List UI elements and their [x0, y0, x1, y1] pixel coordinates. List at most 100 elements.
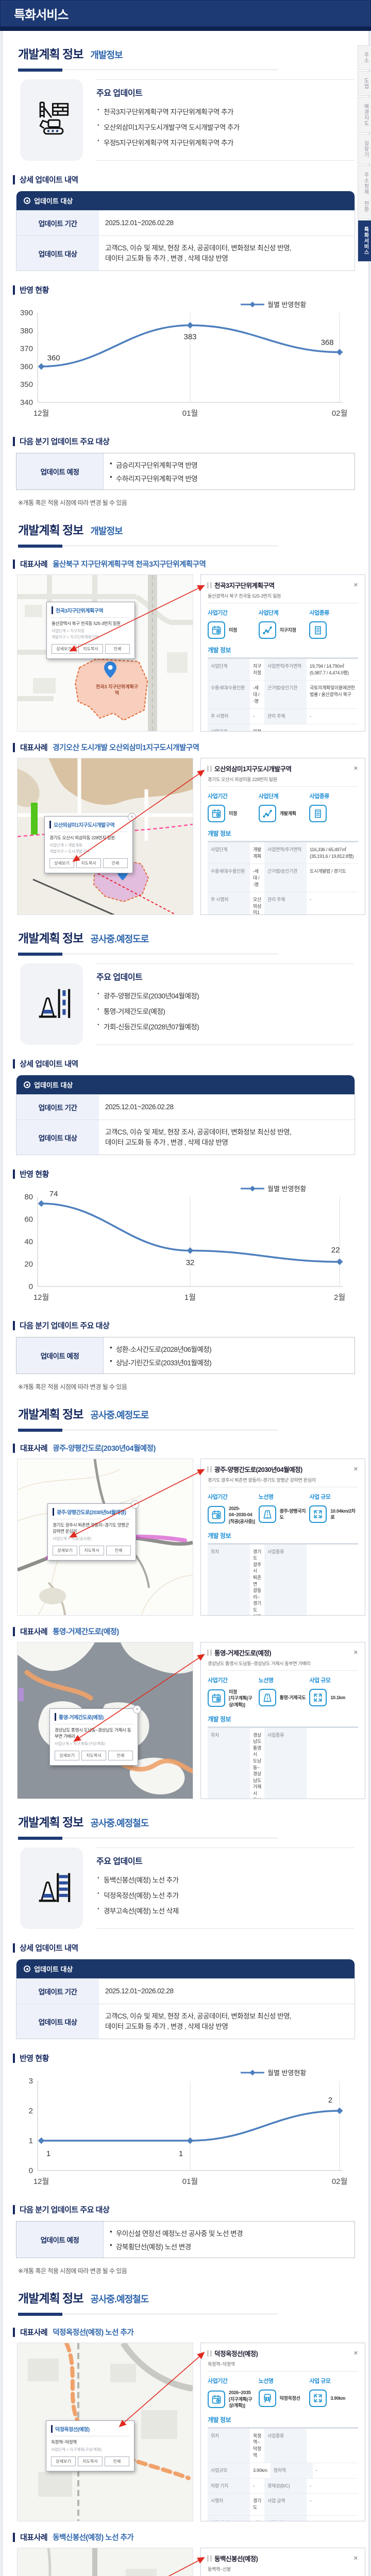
svg-text:1: 1: [179, 2149, 183, 2158]
table-row: 차량 기지 - 경제성(B/C) -: [208, 2478, 358, 2494]
detail-view-button[interactable]: 상세보기: [51, 2456, 76, 2467]
svg-text:22: 22: [331, 1246, 340, 1255]
print-button[interactable]: 인쇄: [105, 2456, 129, 2467]
list-item: 사업단계 > 지구지정: [52, 629, 85, 634]
svg-text:1: 1: [46, 2149, 50, 2158]
map-copy-button[interactable]: 지도복사: [79, 1546, 104, 1556]
detail-panel: 천곡3지구단위계획구역 ✕ 울산광역시 북구 천곡동 525-3번지 일원 사업…: [200, 574, 365, 732]
svg-text:370: 370: [20, 345, 33, 353]
map-popup: × 통영-거제간도로(예정) 경상남도 통영시 도남동~경상남도 거제시 동부면…: [49, 1705, 141, 1766]
svg-text:74: 74: [49, 1190, 58, 1198]
list-item: 강북횡단선(예정) 노선 변경: [110, 2240, 348, 2253]
next-quarter-heading: 다음 분기 업데이트 주요 대상: [13, 436, 368, 447]
close-icon[interactable]: ✕: [353, 2350, 358, 2357]
table-row: 사업단계 지구지정 사업면적/주거면적 19,794 / 14,790㎡ (5,987…: [208, 659, 358, 681]
list-item: 가회-신등간도로(2028년07월예정): [96, 1019, 354, 1034]
info-kind: 사업종류: [309, 608, 358, 639]
map-popup: 천곡3지구단위계획구역 울산광역시 북구 천곡동 525-3번지 일원 사업단계…: [46, 602, 135, 659]
close-icon[interactable]: ✕: [353, 2555, 358, 2562]
list-item: 사업단계 > 착공(공사중): [53, 1536, 92, 1541]
case-section-rail: 개발계획 정보 공사중.예정철도 대표사례 덕정옥정선(예정) 노선 추가: [3, 2275, 368, 2576]
case-section-dev: 개발계획 정보 개발정보 대표사례 울산북구 지구단위계획구역 천곡3지구단위계획…: [3, 507, 368, 916]
svg-text:380: 380: [20, 327, 33, 335]
tab-background-map[interactable]: 배경지도: [358, 97, 371, 133]
map-copy-button[interactable]: 지도복사: [81, 1751, 106, 1761]
map-canvas[interactable]: × 통영-거제간도로(예정) 경상남도 통영시 도남동~경상남도 거제시 동부면…: [17, 1642, 193, 1800]
table-row: 수용세대/수용인원 -세대 / -명 근거법/승인기관 국토의계획및이용에관한법률 /…: [208, 681, 358, 709]
table-row: 업데이트 대상 고객CS, 이슈 및 제보, 현장 조사, 공공데이터, 변화정보…: [16, 235, 355, 271]
detail-view-button[interactable]: 상세보기: [52, 644, 76, 654]
map-canvas[interactable]: 덕정옥정선(예정) 옥정역~덕정역 사업단계 > 지구계획(구상/계획) 상세보…: [17, 2343, 193, 2522]
close-icon[interactable]: ×: [128, 813, 136, 822]
case-title: 대표사례 울산북구 지구단위계획구역 천곡3지구단위계획구역: [13, 558, 368, 569]
tab-map-sheet[interactable]: 도엽: [358, 71, 371, 96]
map-canvas[interactable]: × 오산외삼미1지구도시개발구역 경기도 오산시 외삼미동 228번지 일원 사…: [17, 758, 193, 916]
status-heading: 반영 현황: [13, 284, 368, 295]
detail-update-heading: 상세 업데이트 내역: [13, 174, 368, 185]
svg-text:360: 360: [47, 354, 60, 363]
svg-text:01월: 01월: [182, 2177, 198, 2186]
header-strip: [0, 27, 371, 31]
tab-directions[interactable]: 길찾기: [358, 134, 371, 164]
tab-address[interactable]: 주소: [358, 45, 371, 70]
list-item: 사업단계 > 지구계획(구상/계획): [55, 1741, 106, 1747]
svg-text:월별 반영현황: 월별 반영현황: [267, 2069, 306, 2077]
detail-panel: 동백신봉선(예정) ✕ 동백역~신봉 사업기간 2026~2035[지구계획(구…: [200, 2548, 365, 2576]
scale-icon: [309, 1689, 327, 1707]
page-title: 개발계획 정보 개발정보: [18, 523, 123, 537]
case-block: × 동백신봉선(예정) 동백역~신봉 사업단계 > 지구계획(구상/계획) 상세…: [3, 2548, 368, 2576]
zone-map-label: 천곡3 지구단위계획구역: [95, 684, 139, 696]
map-copy-button[interactable]: 지도복사: [78, 2456, 103, 2467]
svg-text:0: 0: [29, 1282, 33, 1291]
detail-view-button[interactable]: 상세보기: [49, 858, 74, 869]
detail-view-button[interactable]: 상세보기: [55, 1751, 79, 1761]
map-canvas[interactable]: × 동백신봉선(예정) 동백역~신봉 사업단계 > 지구계획(구상/계획) 상세…: [17, 2548, 193, 2576]
list-item: 덕정옥정선(예정) 노선 추가: [96, 1887, 354, 1903]
print-button[interactable]: 인쇄: [103, 858, 128, 869]
print-button[interactable]: 인쇄: [108, 1751, 133, 1761]
calendar-icon: [208, 621, 225, 639]
update-target-header: 업데이트 대상: [16, 191, 355, 210]
list-item: 사업단계 > 개발계획: [49, 843, 82, 848]
table-row: 사업기간 미정: [208, 724, 358, 732]
table-row: 주 시행처 - 관리 주체 -: [208, 709, 358, 724]
svg-text:1월: 1월: [184, 1293, 196, 1302]
table-row: 수용세대/수용인원 -세대 / -명 근거법/승인기관 도시개발법 / 경기도: [208, 864, 358, 893]
close-icon[interactable]: ✕: [353, 766, 358, 772]
summary-section-dev: 개발계획 정보 개발정보 주요 업데이트 천곡3지구단위계획구역 지구단위계획구…: [3, 31, 368, 507]
case-block: 덕정옥정선(예정) 옥정역~덕정역 사업단계 > 지구계획(구상/계획) 상세보…: [3, 2343, 368, 2522]
table-row: 위치 옥정역~덕정역 사업종류: [208, 2428, 358, 2464]
print-button[interactable]: 인쇄: [105, 644, 130, 654]
monthly-status-chart: 0 20 40 60 80 74 32 22 12월 1월 2월 월별 반영현황: [13, 1181, 358, 1307]
close-icon[interactable]: ✕: [353, 1650, 358, 1656]
detail-view-button[interactable]: 상세보기: [53, 1546, 77, 1556]
table-row: 사업규모 3.90km 정차역 -: [208, 2463, 358, 2479]
map-canvas[interactable]: 천곡3 지구단위계획구역 천곡3지구단위계획구역 울산광역시 북구 천곡동 52…: [17, 574, 193, 732]
disclaimer-note: ※개통 혹은 적용 시점에 따라 변경 될 수 있음: [18, 499, 127, 507]
tab-address-refine[interactable]: 주소정제 전환: [358, 165, 371, 219]
close-icon[interactable]: ✕: [353, 1466, 358, 1473]
scale-icon: [309, 1505, 327, 1523]
monthly-status-chart: 0 1 2 3 1 1 2 12월 01월 02월 월별 반영현황: [13, 2065, 358, 2191]
svg-text:월별 반영현황: 월별 반영현황: [267, 301, 306, 309]
svg-text:02월: 02월: [332, 409, 348, 418]
print-button[interactable]: 인쇄: [106, 1546, 131, 1556]
tab-special-service[interactable]: 특화서비스: [358, 220, 371, 262]
close-icon[interactable]: ✕: [353, 582, 358, 589]
calendar-icon: [208, 2390, 225, 2408]
case-block: × 오산외삼미1지구도시개발구역 경기도 오산시 외삼미동 228번지 일원 사…: [3, 758, 368, 916]
major-update-heading: 주요 업데이트: [96, 89, 143, 98]
list-item: 개발지구 > 지구단위계획구역: [52, 635, 99, 640]
list-item: 광주-양평간도로(2030년04월예정): [96, 988, 354, 1003]
map-popup: 덕정옥정선(예정) 옥정역~덕정역 사업단계 > 지구계획(구상/계획) 상세보…: [46, 2420, 134, 2472]
stage-steps-icon: [258, 621, 276, 639]
title-underline: [18, 68, 278, 72]
detail-panel: 광주-양평간도로(2030년04월예정) ✕ 경기도 광주시 퇴촌면 광동리~경…: [200, 1459, 365, 1616]
info-period: 사업기간 미정: [208, 608, 257, 639]
map-copy-button[interactable]: 지도복사: [76, 858, 101, 869]
map-pin[interactable]: [104, 662, 116, 681]
svg-text:월별 반영현황: 월별 반영현황: [267, 1185, 306, 1193]
map-copy-button[interactable]: 지도복사: [78, 644, 103, 654]
svg-text:360: 360: [20, 363, 33, 371]
map-canvas[interactable]: × 광주-양평간도로(2030년04월예정) 경기도 광주시 퇴촌면 광동리~경…: [17, 1459, 193, 1616]
